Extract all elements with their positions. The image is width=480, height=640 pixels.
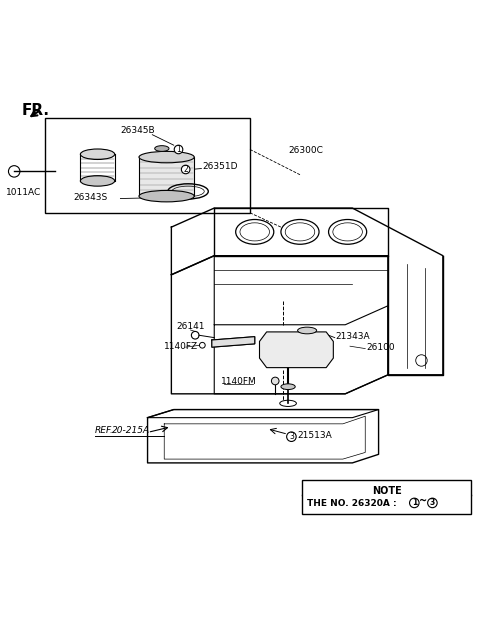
Circle shape (174, 145, 183, 154)
Text: 1140FM: 1140FM (221, 378, 257, 387)
Circle shape (271, 377, 279, 385)
Text: 26100: 26100 (367, 342, 396, 351)
Text: THE NO. 26320A :: THE NO. 26320A : (307, 499, 400, 508)
Text: 26345B: 26345B (120, 126, 156, 135)
Ellipse shape (80, 175, 115, 186)
Polygon shape (212, 337, 255, 347)
Ellipse shape (80, 149, 115, 159)
Text: 21343A: 21343A (336, 332, 371, 341)
Text: 3: 3 (430, 499, 435, 508)
Ellipse shape (281, 384, 295, 390)
Text: 20-215A: 20-215A (112, 426, 150, 435)
Text: 26141: 26141 (176, 321, 204, 331)
Circle shape (428, 498, 437, 508)
Ellipse shape (139, 191, 194, 202)
Text: 21513A: 21513A (298, 431, 332, 440)
Text: REF.: REF. (95, 426, 114, 435)
Text: 1: 1 (176, 145, 181, 154)
FancyBboxPatch shape (302, 480, 471, 515)
Circle shape (287, 432, 296, 442)
Text: FR.: FR. (21, 103, 49, 118)
Text: 1: 1 (412, 499, 417, 508)
Ellipse shape (139, 152, 194, 163)
Text: NOTE: NOTE (372, 486, 402, 496)
Bar (139, 157, 194, 196)
FancyBboxPatch shape (45, 118, 250, 213)
Circle shape (181, 165, 190, 174)
Text: 26343S: 26343S (73, 193, 108, 202)
Text: 26300C: 26300C (288, 147, 323, 156)
Circle shape (409, 498, 419, 508)
Text: 26351D: 26351D (203, 161, 238, 170)
Text: 1011AC: 1011AC (6, 188, 41, 197)
Text: 2: 2 (183, 165, 188, 174)
Ellipse shape (155, 146, 169, 152)
Text: 3: 3 (289, 432, 294, 441)
Ellipse shape (298, 327, 317, 334)
Text: ~: ~ (419, 496, 427, 506)
Polygon shape (260, 332, 333, 367)
Text: 1140FZ: 1140FZ (164, 342, 198, 351)
